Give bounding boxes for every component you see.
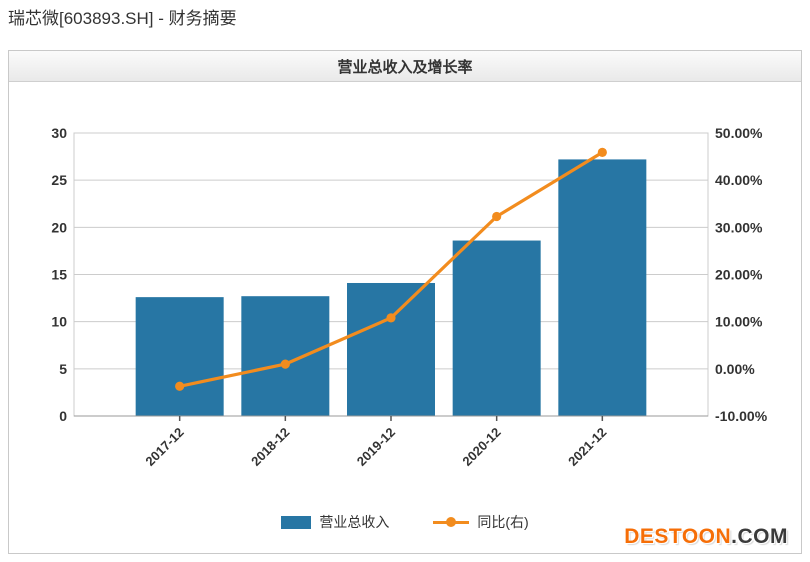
y-axis-tick-left: 10 <box>51 314 67 330</box>
chart-title: 营业总收入及增长率 <box>337 58 473 76</box>
y-axis-tick-right: -10.00% <box>715 408 768 424</box>
x-axis-label: 2018-12 <box>248 425 292 469</box>
x-axis-label: 2019-12 <box>354 425 398 469</box>
y-axis-tick-right: 20.00% <box>715 267 763 283</box>
chart-header: 营业总收入及增长率 <box>9 51 801 82</box>
y-axis-tick-left: 15 <box>51 267 67 283</box>
yoy-point[interactable] <box>386 313 396 323</box>
revenue-bar[interactable] <box>135 297 224 416</box>
watermark: DESTOON.COM <box>624 525 788 549</box>
revenue-bar[interactable] <box>241 296 330 416</box>
yoy-point[interactable] <box>175 381 185 391</box>
y-axis-tick-right: 50.00% <box>715 125 763 141</box>
y-axis-tick-left: 20 <box>51 219 67 235</box>
y-axis-tick-right: 0.00% <box>715 361 755 377</box>
x-axis-label: 2021-12 <box>565 425 609 469</box>
y-axis-tick-left: 25 <box>51 172 67 188</box>
page-title: 瑞芯微[603893.SH] - 财务摘要 <box>8 9 237 28</box>
y-axis-tick-right: 40.00% <box>715 172 763 188</box>
y-axis-tick-left: 30 <box>51 125 67 141</box>
revenue-bar[interactable] <box>558 159 647 416</box>
y-axis-tick-right: 10.00% <box>715 314 763 330</box>
revenue-growth-chart: 0 -10.00%5 0.00%10 10.00%15 20.00%20 30.00%25… <box>51 125 768 469</box>
line-series-marker <box>433 516 470 529</box>
x-axis-label: 2017-12 <box>142 425 186 469</box>
bar-series-swatch <box>281 515 312 529</box>
revenue-bar[interactable] <box>452 240 541 416</box>
financial-summary-panel: 营业总收入及增长率 0 -10.00% 5 0.00% 10 10.00% 15 20.00%… <box>8 50 802 554</box>
legend-item-label: 同比(右) <box>477 514 529 530</box>
legend-line-dot <box>446 516 457 527</box>
yoy-point[interactable] <box>492 211 502 222</box>
watermark-suffix: .COM <box>731 525 788 548</box>
revenue-bar[interactable] <box>347 282 435 416</box>
chart-legend: 营业总收入 同比(右) <box>9 512 801 532</box>
y-axis-tick-left: 5 <box>59 361 67 377</box>
watermark-brand: DESTOON <box>624 525 732 548</box>
legend-item-revenue[interactable]: 营业总收入 <box>281 512 389 532</box>
yoy-point[interactable] <box>280 359 290 369</box>
chart-area: 0 -10.00% 5 0.00% 10 10.00% 15 20.00% 20 30.00% 25… <box>9 82 801 552</box>
y-axis-tick-right: 30.00% <box>715 219 763 235</box>
legend-item-label: 营业总收入 <box>319 514 390 530</box>
y-axis-tick-left: 0 <box>59 408 67 424</box>
legend-item-yoy[interactable]: 同比(右) <box>433 512 529 532</box>
x-axis-label: 2020-12 <box>459 425 503 469</box>
yoy-point[interactable] <box>597 147 607 157</box>
